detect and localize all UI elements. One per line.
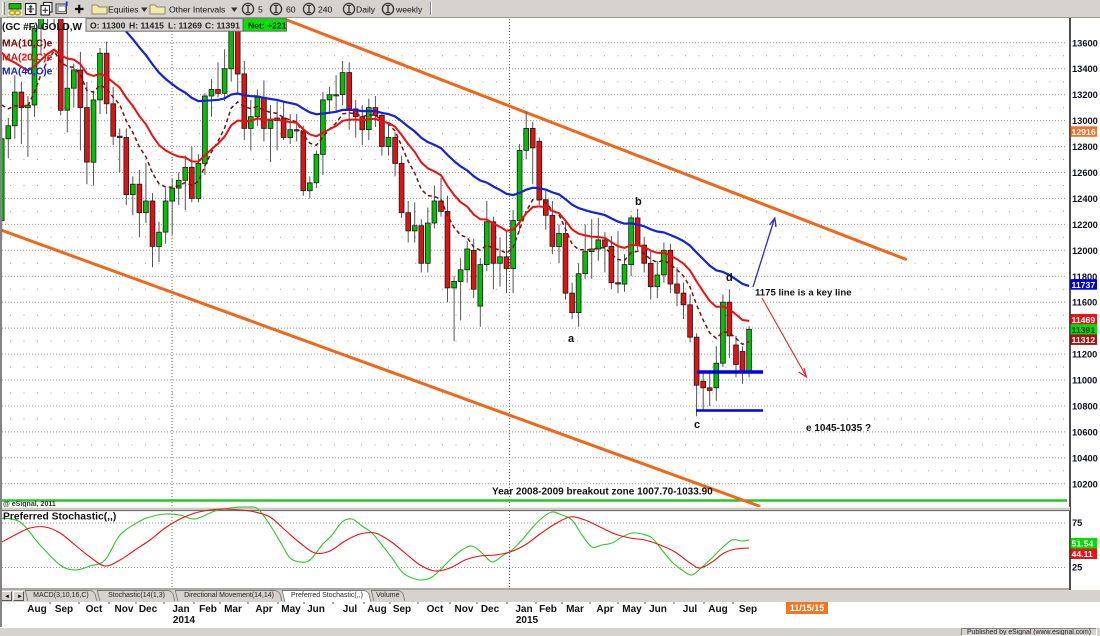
svg-text:44.11: 44.11: [1072, 549, 1093, 559]
svg-text:Jul: Jul: [683, 604, 698, 615]
svg-text:51.54: 51.54: [1072, 539, 1094, 549]
svg-text:Aug: Aug: [367, 604, 386, 615]
svg-text:Oct: Oct: [427, 604, 444, 615]
svg-text:c: c: [694, 419, 700, 431]
svg-text:Jan: Jan: [515, 604, 532, 615]
svg-text:11000: 11000: [1072, 376, 1097, 386]
svg-text:Apr: Apr: [255, 604, 272, 615]
svg-text:e 1045-1035 ?: e 1045-1035 ?: [806, 423, 871, 434]
svg-text:1175 line is a key line: 1175 line is a key line: [755, 288, 852, 299]
svg-text:11200: 11200: [1072, 350, 1097, 360]
svg-text:12200: 12200: [1072, 220, 1098, 230]
svg-text:Daily: Daily: [356, 5, 376, 15]
svg-text:MA(20,C)e: MA(20,C)e: [2, 53, 53, 64]
svg-text:10600: 10600: [1072, 427, 1098, 437]
svg-text:11800: 11800: [1072, 272, 1097, 282]
svg-text:240: 240: [318, 5, 333, 15]
svg-text:12916: 12916: [1072, 127, 1096, 137]
svg-text:13400: 13400: [1072, 64, 1098, 74]
svg-text:MA(10,C)e: MA(10,C)e: [2, 39, 53, 50]
svg-text:H: 11415: H: 11415: [129, 20, 164, 30]
svg-text:Equities: Equities: [108, 5, 139, 15]
svg-text:Preferred Stochastic(,,): Preferred Stochastic(,,): [3, 512, 116, 523]
svg-text:12600: 12600: [1072, 168, 1098, 178]
svg-text:25: 25: [1072, 563, 1082, 573]
svg-text:Other Intervals: Other Intervals: [169, 5, 225, 15]
svg-text:Nov: Nov: [115, 604, 134, 615]
svg-text:5: 5: [258, 5, 263, 15]
svg-text:12800: 12800: [1072, 142, 1098, 152]
svg-text:75: 75: [1072, 518, 1082, 528]
svg-text:Apr: Apr: [596, 604, 613, 615]
svg-text:Mar: Mar: [566, 604, 584, 615]
svg-text:10400: 10400: [1072, 453, 1098, 463]
svg-text:Aug: Aug: [708, 604, 727, 615]
svg-text:Aug: Aug: [27, 604, 46, 615]
svg-text:MA(40,C)e: MA(40,C)e: [2, 67, 53, 78]
svg-text:12000: 12000: [1072, 246, 1098, 256]
svg-text:Sep: Sep: [55, 604, 73, 615]
svg-text:Oct: Oct: [86, 604, 103, 615]
svg-text:C: 11391: C: 11391: [205, 20, 240, 30]
svg-text:Feb: Feb: [199, 604, 217, 615]
svg-text:11600: 11600: [1072, 298, 1097, 308]
svg-text:@ eSignal, 2011: @ eSignal, 2011: [3, 501, 56, 508]
svg-text:Dec: Dec: [139, 604, 158, 615]
svg-text:Dec: Dec: [481, 604, 500, 615]
svg-text:Jul: Jul: [343, 604, 358, 615]
svg-text:10200: 10200: [1072, 479, 1098, 489]
svg-text:Mar: Mar: [224, 604, 242, 615]
svg-text:13600: 13600: [1072, 38, 1098, 48]
svg-text:Year 2008-2009 breakout zone 1: Year 2008-2009 breakout zone 1007.70-103…: [492, 487, 713, 498]
svg-text:May: May: [622, 604, 642, 615]
svg-text:11391: 11391: [1072, 325, 1096, 335]
svg-text:2014: 2014: [173, 615, 196, 626]
svg-text:O: 11300: O: 11300: [90, 20, 126, 30]
svg-text:11/15/15: 11/15/15: [790, 603, 825, 613]
svg-text:Feb: Feb: [539, 604, 557, 615]
svg-text:13000: 13000: [1072, 116, 1098, 126]
svg-text:Sep: Sep: [393, 604, 411, 615]
svg-text:11737: 11737: [1072, 280, 1096, 290]
svg-text:10800: 10800: [1072, 401, 1098, 411]
svg-text:Jun: Jun: [649, 604, 667, 615]
svg-text:weekly: weekly: [395, 5, 423, 15]
svg-text:May: May: [281, 604, 301, 615]
svg-text:11312: 11312: [1072, 335, 1096, 345]
svg-text:d: d: [726, 272, 733, 284]
svg-text:a: a: [568, 333, 575, 345]
svg-text:(GC #F) GOLD,W: (GC #F) GOLD,W: [2, 22, 83, 33]
svg-text:Jun: Jun: [307, 604, 325, 615]
svg-text:60: 60: [286, 5, 296, 15]
svg-text:b: b: [635, 196, 642, 208]
svg-text:Net: +221: Net: +221: [248, 20, 287, 30]
svg-text:12400: 12400: [1072, 194, 1098, 204]
svg-text:11469: 11469: [1072, 315, 1096, 325]
svg-text:Sep: Sep: [739, 604, 757, 615]
svg-text:2015: 2015: [516, 615, 539, 626]
svg-text:Jan: Jan: [172, 604, 189, 615]
svg-text:L: 11269: L: 11269: [168, 20, 202, 30]
svg-text:13200: 13200: [1072, 90, 1098, 100]
svg-text:Nov: Nov: [455, 604, 474, 615]
